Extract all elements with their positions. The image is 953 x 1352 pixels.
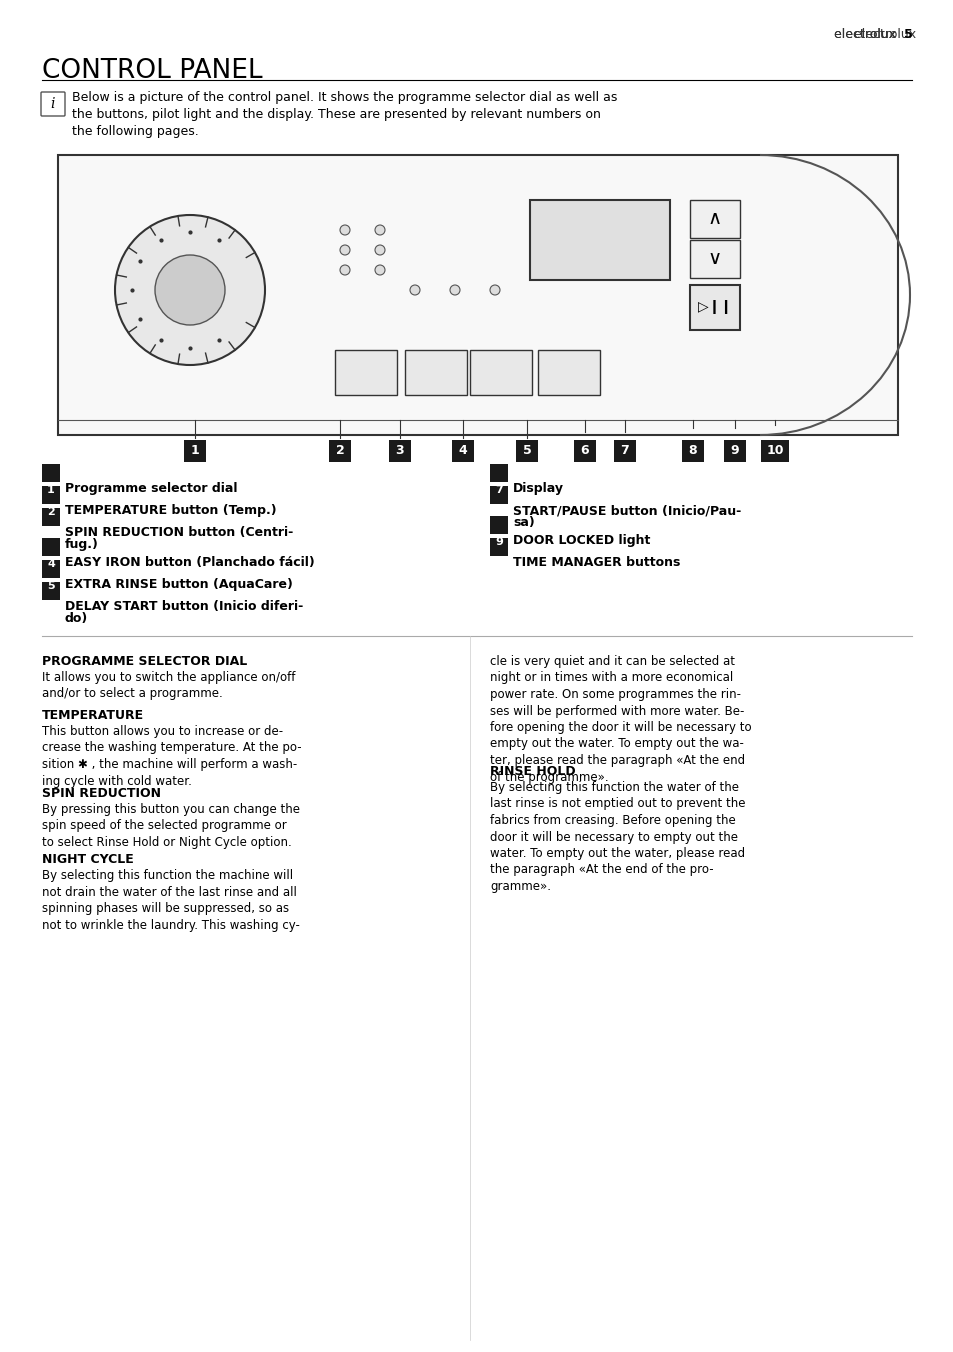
Circle shape: [339, 265, 350, 274]
Text: DOOR LOCKED light: DOOR LOCKED light: [513, 534, 650, 548]
Circle shape: [339, 224, 350, 235]
Text: 2: 2: [335, 445, 344, 457]
Text: 4: 4: [47, 558, 55, 569]
Text: DELAY START button (Inicio diferi-: DELAY START button (Inicio diferi-: [65, 600, 303, 612]
Bar: [689, 285, 740, 330]
Text: 9: 9: [730, 445, 739, 457]
Text: Programme selector dial: Programme selector dial: [65, 483, 237, 495]
Bar: [389, 439, 411, 462]
Text: TEMPERATURE button (Temp.): TEMPERATURE button (Temp.): [65, 504, 276, 516]
Text: 1: 1: [191, 445, 199, 457]
Bar: [516, 439, 537, 462]
Text: TIME MANAGER buttons: TIME MANAGER buttons: [513, 556, 679, 569]
Text: SPIN REDUCTION: SPIN REDUCTION: [42, 787, 161, 800]
Text: 5: 5: [522, 445, 531, 457]
Text: 5: 5: [47, 581, 54, 591]
Bar: [490, 538, 507, 556]
Bar: [42, 485, 60, 504]
Text: sa): sa): [513, 516, 535, 529]
Text: ∧: ∧: [707, 210, 721, 228]
Bar: [42, 538, 60, 556]
Text: ∨: ∨: [707, 250, 721, 269]
Circle shape: [410, 285, 419, 295]
Bar: [58, 155, 897, 435]
Bar: [335, 350, 396, 395]
Circle shape: [490, 285, 499, 295]
Bar: [681, 439, 703, 462]
Bar: [490, 464, 507, 483]
Text: ▷❙❙: ▷❙❙: [698, 300, 731, 315]
Bar: [452, 439, 474, 462]
Text: 10: 10: [491, 558, 506, 569]
Text: electrolux: electrolux: [833, 28, 899, 41]
Text: 8: 8: [495, 507, 502, 516]
Bar: [614, 439, 636, 462]
Bar: [42, 464, 60, 483]
Circle shape: [154, 256, 225, 324]
Text: PROGRAMME SELECTOR DIAL: PROGRAMME SELECTOR DIAL: [42, 654, 247, 668]
Text: 8: 8: [688, 445, 697, 457]
Bar: [490, 485, 507, 504]
Text: RINSE HOLD: RINSE HOLD: [490, 765, 575, 777]
Text: By selecting this function the machine will
not drain the water of the last rins: By selecting this function the machine w…: [42, 869, 299, 932]
Text: 10: 10: [765, 445, 783, 457]
Circle shape: [375, 265, 385, 274]
Bar: [537, 350, 599, 395]
Circle shape: [339, 245, 350, 256]
Text: Below is a picture of the control panel. It shows the programme selector dial as: Below is a picture of the control panel.…: [71, 91, 617, 138]
Text: 2: 2: [47, 507, 55, 516]
Text: do): do): [65, 612, 89, 625]
Text: This button allows you to increase or de-
crease the washing temperature. At the: This button allows you to increase or de…: [42, 725, 301, 787]
Text: 7: 7: [495, 485, 502, 495]
Bar: [689, 200, 740, 238]
Text: fug.): fug.): [65, 538, 99, 552]
Text: EXTRA RINSE button (AquaCare): EXTRA RINSE button (AquaCare): [65, 579, 293, 591]
Circle shape: [450, 285, 459, 295]
Text: 5: 5: [903, 28, 912, 41]
Text: CONTROL PANEL: CONTROL PANEL: [42, 58, 262, 84]
Text: TEMPERATURE: TEMPERATURE: [42, 708, 144, 722]
Bar: [574, 439, 596, 462]
Text: 3: 3: [395, 445, 404, 457]
Text: cle is very quiet and it can be selected at
night or in times with a more econom: cle is very quiet and it can be selected…: [490, 654, 751, 784]
FancyBboxPatch shape: [41, 92, 65, 116]
Bar: [184, 439, 206, 462]
Circle shape: [115, 215, 265, 365]
Bar: [329, 439, 351, 462]
Circle shape: [375, 224, 385, 235]
Text: SPIN REDUCTION button (Centri-: SPIN REDUCTION button (Centri-: [65, 526, 293, 539]
Text: It allows you to switch the appliance on/off
and/or to select a programme.: It allows you to switch the appliance on…: [42, 671, 295, 700]
Bar: [530, 200, 669, 280]
Bar: [405, 350, 467, 395]
Text: START/PAUSE button (Inicio/Pau-: START/PAUSE button (Inicio/Pau-: [513, 504, 740, 516]
Bar: [723, 439, 745, 462]
Text: 4: 4: [458, 445, 467, 457]
Text: 6: 6: [580, 445, 589, 457]
Text: By pressing this button you can change the
spin speed of the selected programme : By pressing this button you can change t…: [42, 803, 299, 849]
Text: By selecting this function the water of the
last rinse is not emptied out to pre: By selecting this function the water of …: [490, 781, 744, 894]
Text: 1: 1: [47, 485, 55, 495]
Text: i: i: [51, 97, 55, 111]
Text: Display: Display: [513, 483, 563, 495]
Text: electrolux: electrolux: [833, 28, 899, 41]
Bar: [689, 241, 740, 279]
Text: NIGHT CYCLE: NIGHT CYCLE: [42, 853, 133, 867]
Circle shape: [375, 245, 385, 256]
Bar: [490, 516, 507, 534]
Text: 6: 6: [47, 603, 55, 612]
Text: EASY IRON button (Planchado fácil): EASY IRON button (Planchado fácil): [65, 556, 314, 569]
Text: electrolux: electrolux: [853, 28, 919, 41]
Bar: [42, 508, 60, 526]
Text: 3: 3: [47, 529, 54, 539]
Text: 7: 7: [620, 445, 629, 457]
Bar: [760, 439, 788, 462]
Bar: [470, 350, 532, 395]
Bar: [42, 560, 60, 579]
Text: 9: 9: [495, 537, 502, 548]
Bar: [42, 581, 60, 600]
